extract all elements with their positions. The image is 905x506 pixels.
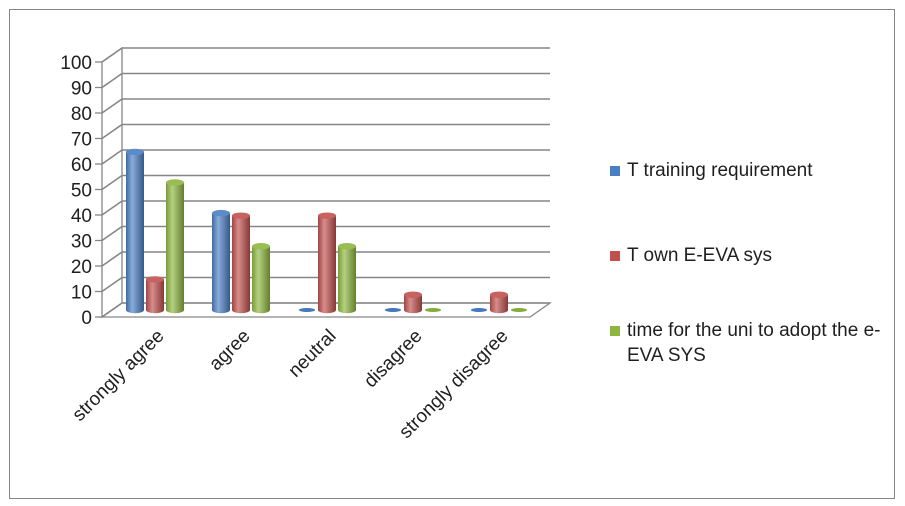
y-tick-label: 50 [71, 181, 92, 202]
bar [166, 179, 184, 314]
bar-body [490, 294, 508, 314]
y-tick-label: 30 [71, 232, 92, 253]
legend-item: T own E-EVA sys [610, 243, 905, 268]
bar-top [232, 212, 250, 219]
y-tick-label: 100 [60, 53, 92, 74]
gridline-side [101, 47, 123, 63]
bar [404, 291, 422, 314]
bar-body [404, 294, 422, 314]
bar-top [470, 308, 488, 312]
y-tick-label: 20 [71, 257, 92, 278]
legend-swatch [610, 251, 620, 261]
bar-top [384, 308, 402, 312]
bar-top [318, 212, 336, 219]
bar-top [424, 308, 442, 312]
bar-top [146, 276, 164, 283]
bar [490, 291, 508, 314]
legend-item: time for the uni to adopt the e-EVA SYS [610, 318, 905, 368]
y-tick-label: 70 [71, 130, 92, 151]
legend-label: T training requirement [627, 160, 813, 181]
bar [126, 148, 144, 314]
y-axis-ticks: 0 10 20 30 40 50 60 70 80 90 100 [60, 53, 102, 329]
y-tick-label: 60 [71, 155, 92, 176]
bar-top [212, 209, 230, 217]
x-tick-label: neutral [285, 326, 341, 382]
bar [384, 308, 402, 312]
x-tick-label: agree [205, 326, 254, 375]
bar [212, 209, 230, 314]
bar-top [338, 243, 356, 250]
y-tick-label: 0 [81, 308, 92, 329]
y-tick-label: 90 [71, 79, 92, 100]
gridline-side [101, 200, 123, 216]
bar-top [252, 243, 270, 250]
bar [252, 243, 270, 314]
gridline-side [101, 276, 123, 293]
x-tick-label: disagree [360, 326, 426, 392]
bar-top [126, 148, 144, 156]
legend-item: T training requirement [610, 158, 905, 183]
bars [126, 148, 528, 314]
y-tick-label: 80 [71, 104, 92, 125]
bar [470, 308, 488, 312]
bar-top [404, 291, 422, 298]
gridline-side [101, 72, 123, 89]
bar [146, 276, 164, 314]
bar-body [166, 182, 184, 314]
x-axis-labels: strongly agree agree neutral disagreestrong… [69, 326, 513, 443]
bar-body [252, 246, 270, 314]
legend-label: time for the uni to adopt the e-EVA SYS [627, 320, 881, 366]
gridline-side [101, 225, 123, 242]
bar [298, 308, 316, 312]
gridline-side [101, 98, 123, 114]
bar [424, 308, 442, 312]
bar-body [318, 215, 336, 314]
bar-top [298, 308, 316, 312]
gridline-side [101, 149, 123, 165]
y-tick-label: 40 [71, 206, 92, 227]
bar-body [338, 246, 356, 314]
bar-body [126, 151, 144, 314]
y-tick-label: 10 [71, 283, 92, 304]
legend-swatch [610, 326, 620, 336]
bar-body [232, 215, 250, 314]
chart-frame: 0 10 20 30 40 50 60 70 80 90 100 strongly agree agr… [9, 9, 895, 499]
bar-top [490, 291, 508, 298]
legend-swatch [610, 166, 620, 176]
gridline-side [101, 174, 123, 191]
bar-top [166, 179, 184, 186]
gridline-side [101, 302, 123, 318]
bar [232, 212, 250, 314]
bar [318, 212, 336, 314]
bar [338, 243, 356, 314]
bar-body [212, 213, 230, 314]
bar-body [146, 279, 164, 314]
gridline-side [101, 123, 123, 140]
gridline-side [101, 251, 123, 267]
chart-plot: 0 10 20 30 40 50 60 70 80 90 100 strongly agree agr… [60, 46, 553, 443]
legend-label: T own E-EVA sys [627, 245, 773, 266]
bar [510, 308, 528, 312]
bar-top [510, 308, 528, 312]
x-tick-label: strongly agree [69, 326, 169, 426]
